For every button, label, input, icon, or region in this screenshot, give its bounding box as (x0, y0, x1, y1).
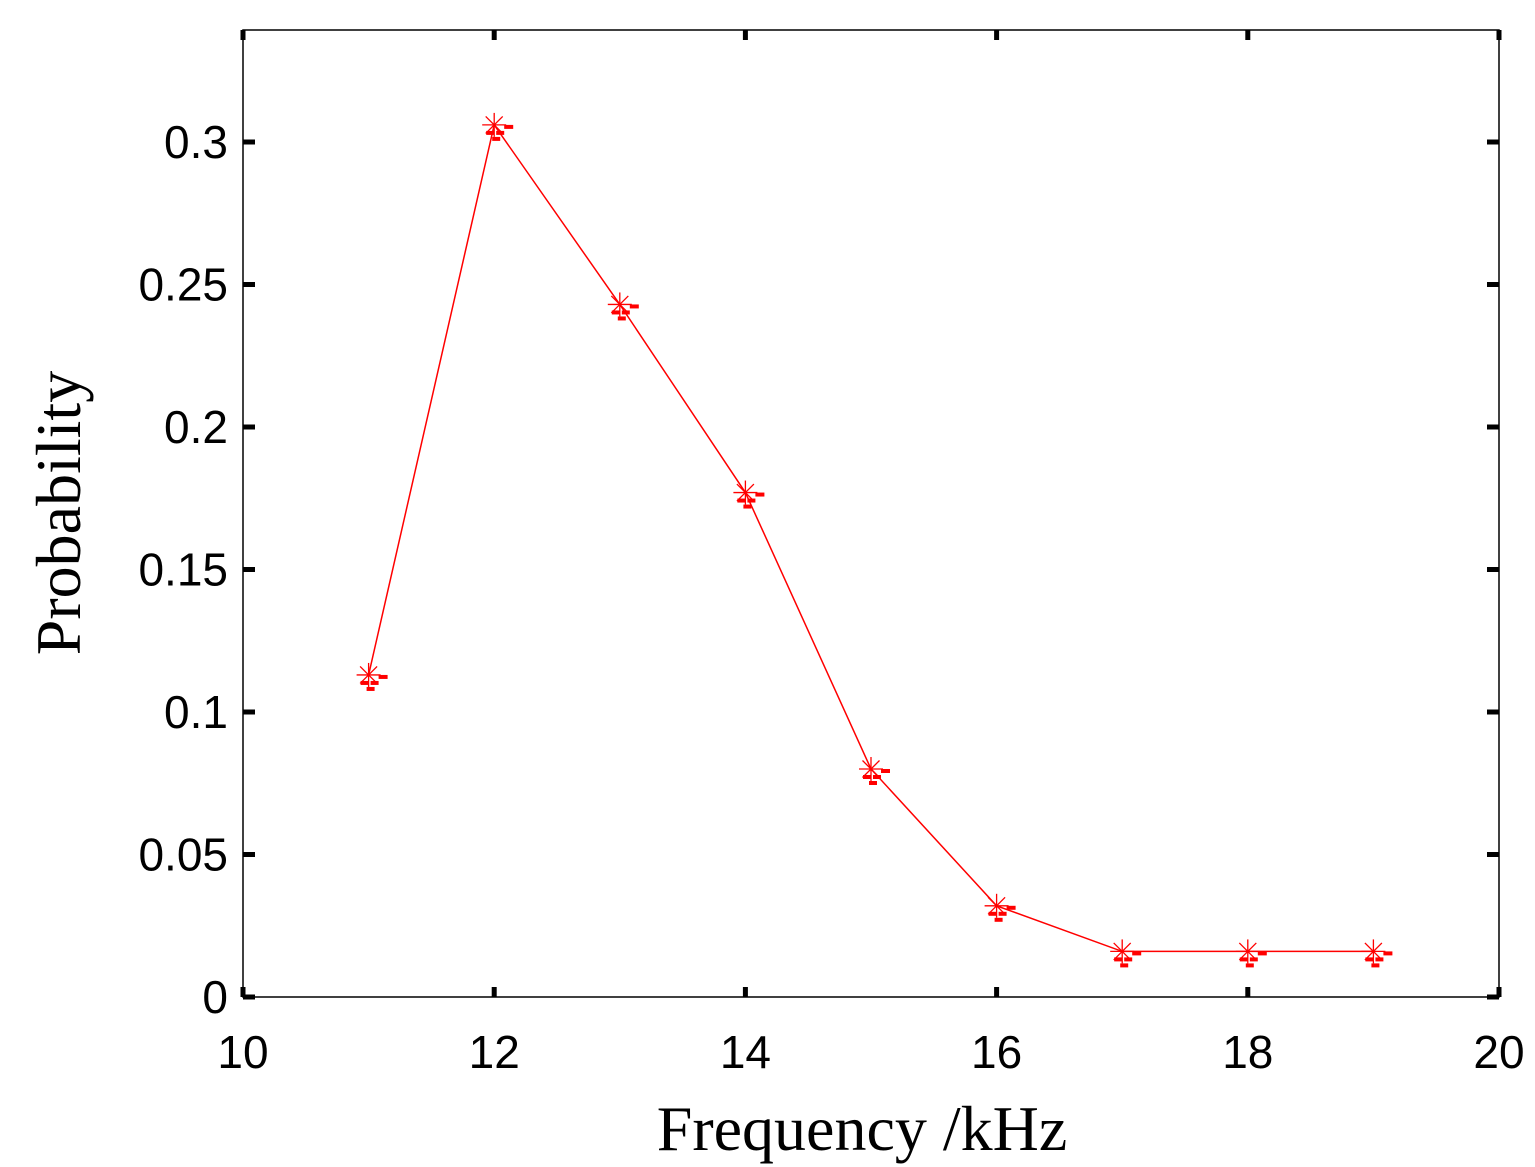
marker-dash (370, 680, 379, 685)
x-tick-label: 18 (1222, 1026, 1273, 1078)
series-layer (356, 112, 1393, 968)
data-point-stroke (1113, 942, 1132, 961)
x-axis-label: Frequency /kHz (657, 1093, 1068, 1164)
marker-dash (873, 775, 881, 779)
marker-dash (1371, 963, 1380, 968)
data-point (859, 757, 890, 785)
marker-dash (1375, 957, 1384, 962)
data-point-stroke (987, 896, 1006, 915)
marker-dash (1124, 957, 1133, 962)
data-point-stroke (862, 760, 880, 778)
data-point (607, 292, 639, 321)
marker-dash (496, 130, 505, 135)
marker-dash (998, 911, 1007, 916)
series-line (367, 123, 1374, 953)
x-tick-label: 10 (217, 1026, 268, 1078)
data-point-stroke (1364, 942, 1383, 961)
data-point (1361, 939, 1393, 968)
marker-dash (755, 492, 765, 497)
marker-dash (1365, 957, 1374, 962)
marker-dash (629, 304, 639, 309)
y-tick-label: 0.25 (138, 259, 228, 311)
data-point (1235, 939, 1267, 968)
marker-dash (1257, 951, 1267, 956)
marker-dash (869, 781, 877, 785)
plot-frame (242, 29, 1500, 998)
marker-dash (504, 124, 514, 129)
y-tick-label: 0.2 (164, 401, 228, 453)
marker-dash (1114, 957, 1123, 962)
x-tick-label: 12 (469, 1026, 520, 1078)
marker-dash (994, 917, 1003, 922)
marker-dash (1383, 951, 1393, 956)
y-tick-label: 0.1 (164, 686, 228, 738)
data-point (733, 480, 765, 509)
x-tick-label: 20 (1473, 1026, 1524, 1078)
data-point-stroke (1238, 942, 1257, 961)
data-point (984, 893, 1016, 922)
marker-dash (1006, 905, 1016, 910)
marker-dash (1120, 963, 1129, 968)
marker-dash (737, 498, 746, 503)
y-axis-label: Probability (23, 371, 94, 655)
marker-dash (1239, 957, 1248, 962)
marker-dash (988, 911, 997, 916)
y-tick-label: 0.05 (138, 829, 228, 881)
tick-labels: 10 12 14 16 18 20 0 0.05 0.1 0.15 0.2 0.25 0.3 (138, 116, 1524, 1078)
data-point-stroke (736, 483, 755, 502)
data-point-stroke (359, 665, 378, 684)
marker-dash (621, 310, 630, 315)
marker-dash (492, 136, 501, 141)
marker-dash (366, 686, 375, 691)
data-point (356, 662, 388, 691)
data-point (482, 112, 514, 141)
marker-dash (1245, 963, 1254, 968)
marker-dash (360, 680, 369, 685)
marker-dash (863, 775, 871, 779)
marker-dash (747, 498, 756, 503)
marker-dash (617, 316, 626, 321)
marker-dash (1249, 957, 1258, 962)
marker-dash (486, 130, 495, 135)
data-point (1110, 939, 1142, 968)
data-point-stroke (610, 295, 629, 314)
marker-dash (1132, 951, 1142, 956)
y-tick-label: 0 (202, 971, 228, 1023)
y-tick-label: 0.15 (138, 544, 228, 596)
y-tick-label: 0.3 (164, 116, 228, 168)
axis-ticks (240, 30, 1502, 1000)
data-point-stroke (485, 115, 504, 134)
x-tick-label: 16 (971, 1026, 1022, 1078)
marker-dash (881, 769, 890, 773)
marker-dash (378, 674, 388, 679)
x-tick-label: 14 (720, 1026, 771, 1078)
marker-dash (611, 310, 620, 315)
marker-dash (743, 504, 752, 509)
